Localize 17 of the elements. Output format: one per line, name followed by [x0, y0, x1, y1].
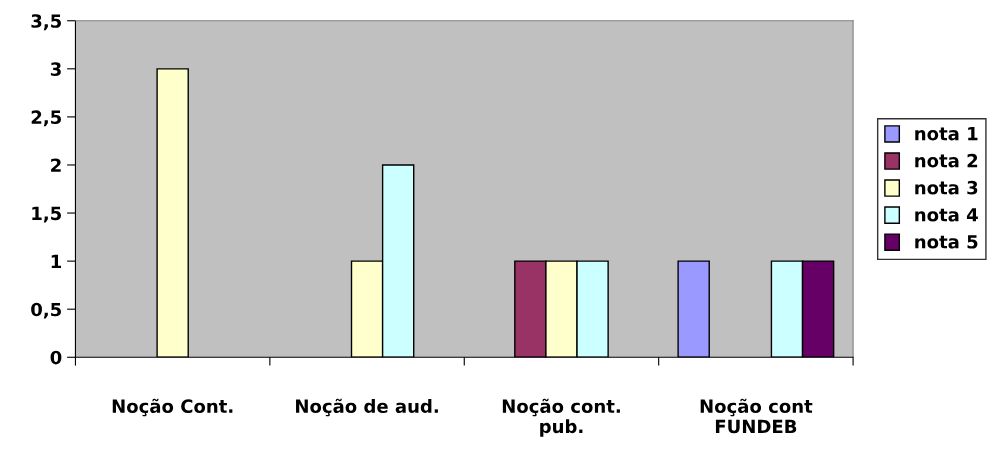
y-tick-label: 0: [50, 350, 62, 365]
y-tick-label: 2,5: [31, 110, 61, 127]
x-tick-label: Noção Cont.: [112, 398, 233, 417]
legend-label: nota 4: [915, 208, 978, 222]
y-tick-label: 0,5: [31, 302, 61, 319]
x-tick-label: Noção de aud.: [296, 398, 438, 417]
x-tick-label: Noção cont FUNDEB: [700, 398, 813, 434]
legend-label: nota 3: [915, 180, 978, 195]
legend-label: nota 5: [915, 235, 978, 249]
y-tick-label: 3,5: [31, 14, 61, 31]
y-tick-label: 3: [50, 62, 61, 76]
x-tick-label: Noção cont. pub.: [502, 398, 620, 437]
legend-label: nota 1: [915, 127, 978, 141]
legend-label: nota 2: [915, 153, 978, 168]
y-tick-label: 2: [51, 158, 61, 172]
y-tick-label: 1: [51, 254, 62, 268]
y-tick-label: 1,5: [32, 206, 61, 223]
